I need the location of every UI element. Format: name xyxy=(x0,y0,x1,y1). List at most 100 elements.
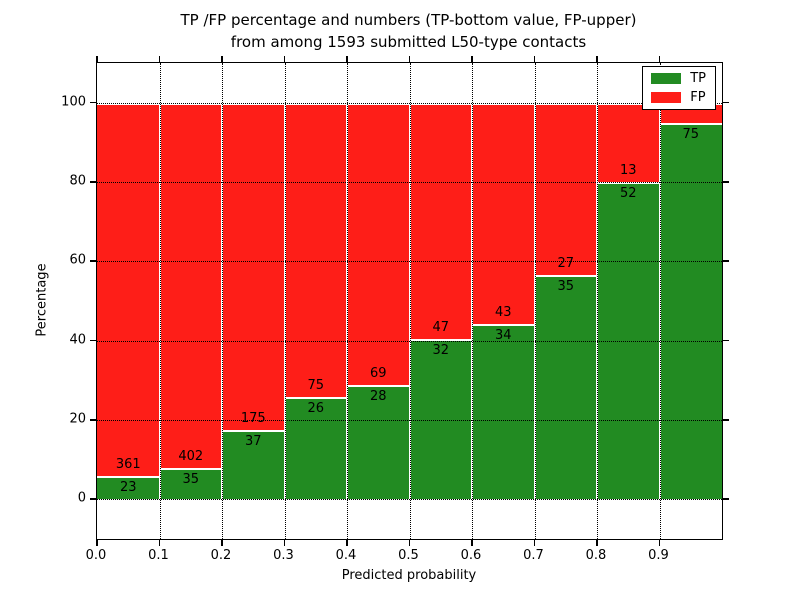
gridline-vertical xyxy=(222,63,223,539)
bar-label-tp: 26 xyxy=(307,401,325,417)
gridline-vertical xyxy=(159,63,161,539)
x-tick xyxy=(221,540,223,546)
x-tick-label: 0.5 xyxy=(398,548,419,563)
bar-label-fp: 27 xyxy=(557,256,575,272)
x-tick xyxy=(346,56,348,62)
plot-area: TP FP 361 23 402 35 175 37 75 26 69 28 47 32 43 34 27 35… xyxy=(96,62,723,540)
bar-segment-fp xyxy=(534,102,597,276)
x-tick-label: 0.4 xyxy=(335,548,357,563)
bar-label-tp: 35 xyxy=(557,279,575,295)
y-tick xyxy=(90,498,96,500)
bar-label-fp: 75 xyxy=(307,378,325,394)
y-tick-label: 80 xyxy=(69,173,86,189)
bar-segment-tp xyxy=(472,324,535,500)
gridline-vertical xyxy=(472,63,473,539)
x-tick xyxy=(96,56,98,62)
bar-label-tp: 28 xyxy=(369,388,387,404)
chart-title-line2: from among 1593 submitted L50-type conta… xyxy=(230,33,587,51)
bar-segment-tp xyxy=(284,397,347,500)
bar-label-fp: 361 xyxy=(115,456,141,472)
x-tick xyxy=(658,56,660,62)
x-tick-label: 0.6 xyxy=(460,548,482,563)
gridline-vertical xyxy=(659,63,661,539)
bar-segment-fp xyxy=(472,102,535,325)
legend-row: TP xyxy=(651,72,706,85)
bar-segment-tp xyxy=(97,475,160,500)
x-tick-label: 0.0 xyxy=(85,548,107,563)
bar-label-tp: 23 xyxy=(119,479,137,495)
bar-segment-fp xyxy=(597,102,660,182)
bar-segment-fp xyxy=(347,102,410,385)
bar-label-tp: 75 xyxy=(682,126,700,142)
x-tick-label: 0.8 xyxy=(585,548,607,563)
y-tick-label: 20 xyxy=(69,411,86,427)
x-axis-label: Predicted probability xyxy=(341,568,477,583)
x-tick-label: 0.9 xyxy=(648,548,669,563)
x-tick xyxy=(596,540,598,546)
bar-segment-fp xyxy=(409,102,472,339)
bar-segment-fp xyxy=(284,102,347,398)
x-tick xyxy=(158,540,160,546)
y-tick-label: 100 xyxy=(61,94,86,110)
y-axis-label: Percentage xyxy=(34,263,50,337)
bar-label-fp: 43 xyxy=(494,305,512,321)
x-tick xyxy=(533,540,535,546)
x-tick xyxy=(596,56,598,62)
x-tick xyxy=(221,56,223,62)
y-tick xyxy=(90,419,96,421)
gridline-horizontal xyxy=(97,340,722,342)
gridline-horizontal xyxy=(97,261,722,263)
bar-segment-tp xyxy=(222,430,285,500)
bar-label-tp: 32 xyxy=(432,342,450,358)
bar-label-fp: 69 xyxy=(369,365,387,381)
bar-segment-tp xyxy=(159,467,222,500)
bar-label-tp: 35 xyxy=(182,471,200,487)
chart-title-line1: TP /FP percentage and numbers (TP-bottom… xyxy=(180,11,637,29)
y-tick xyxy=(723,260,729,262)
y-tick xyxy=(90,101,96,104)
y-tick xyxy=(723,498,729,500)
y-tick xyxy=(723,101,729,104)
legend-swatch-fp xyxy=(651,92,682,103)
y-tick xyxy=(90,181,96,183)
x-tick xyxy=(408,540,410,546)
gridline-vertical xyxy=(597,63,598,539)
bar-segment-fp xyxy=(97,102,160,476)
legend: TP FP xyxy=(642,66,716,110)
x-tick-label: 0.2 xyxy=(210,548,232,563)
bar-label-fp: 402 xyxy=(178,448,204,464)
gridline-vertical xyxy=(534,63,536,539)
y-tick xyxy=(723,181,729,183)
x-tick xyxy=(471,56,473,62)
y-tick-label: 60 xyxy=(69,252,86,268)
x-tick xyxy=(471,540,473,546)
bar-label-tp: 34 xyxy=(494,328,512,344)
bar-label-tp: 52 xyxy=(619,186,637,201)
gridline-horizontal xyxy=(97,182,722,183)
x-tick xyxy=(96,540,98,546)
legend-swatch-tp xyxy=(651,73,682,84)
y-tick-label: 40 xyxy=(69,332,86,348)
x-tick xyxy=(408,56,410,62)
x-tick-label: 0.7 xyxy=(523,548,544,563)
x-tick xyxy=(283,540,285,546)
bar-segment-tp xyxy=(534,275,597,500)
legend-label-tp: TP xyxy=(690,71,706,86)
legend-row: FP xyxy=(651,91,706,104)
x-tick xyxy=(283,56,285,62)
legend-label-fp: FP xyxy=(690,90,706,105)
y-tick-label: 0 xyxy=(77,490,86,506)
x-tick-label: 0.3 xyxy=(273,548,294,563)
gridline-horizontal xyxy=(97,102,722,104)
bar-segment-tp xyxy=(347,384,410,500)
x-tick xyxy=(533,56,535,62)
bar-segment-tp xyxy=(659,122,722,500)
x-tick xyxy=(346,540,348,546)
bar-segment-fp xyxy=(222,102,285,431)
bar-label-fp: 13 xyxy=(619,163,637,178)
y-tick xyxy=(723,339,729,342)
bar-label-tp: 37 xyxy=(244,434,262,450)
bar-label-fp: 175 xyxy=(240,411,266,427)
y-tick xyxy=(90,339,96,342)
